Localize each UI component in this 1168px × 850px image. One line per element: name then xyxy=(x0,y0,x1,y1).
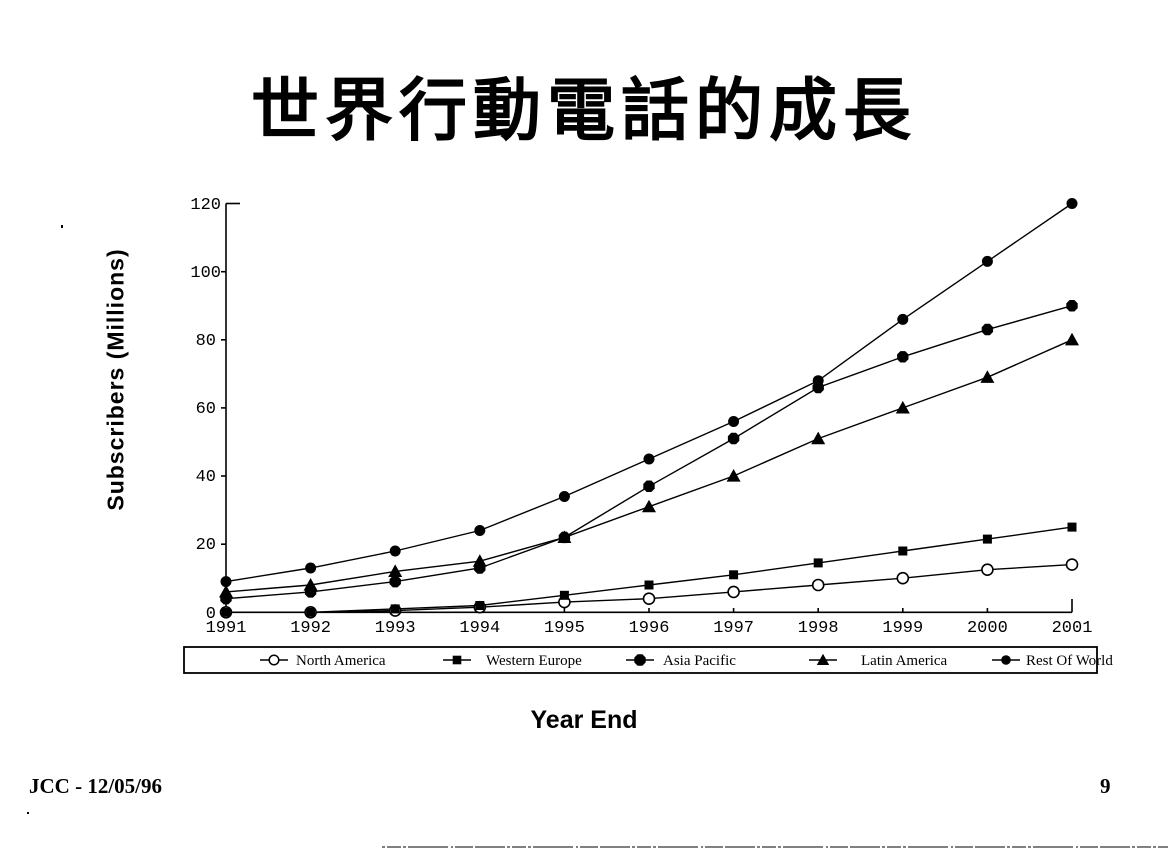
svg-text:1991: 1991 xyxy=(206,619,247,638)
svg-text:2000: 2000 xyxy=(967,619,1008,638)
svg-text:Rest Of World: Rest Of World xyxy=(1026,653,1113,669)
svg-text:1995: 1995 xyxy=(544,619,585,638)
svg-text:1998: 1998 xyxy=(798,619,839,638)
svg-text:100: 100 xyxy=(190,264,221,283)
svg-text:80: 80 xyxy=(196,332,216,351)
svg-text:Asia Pacific: Asia Pacific xyxy=(663,653,736,669)
svg-text:1999: 1999 xyxy=(882,619,923,638)
svg-text:40: 40 xyxy=(196,468,216,487)
svg-text:Latin America: Latin America xyxy=(861,653,948,669)
svg-text:60: 60 xyxy=(196,400,216,419)
svg-text:1997: 1997 xyxy=(713,619,754,638)
svg-text:1993: 1993 xyxy=(375,619,416,638)
svg-text:20: 20 xyxy=(196,536,216,555)
svg-text:North America: North America xyxy=(296,653,386,669)
svg-text:2001: 2001 xyxy=(1052,619,1093,638)
svg-text:Western Europe: Western Europe xyxy=(486,653,582,669)
svg-text:120: 120 xyxy=(190,196,221,215)
svg-text:1992: 1992 xyxy=(290,619,331,638)
svg-text:1994: 1994 xyxy=(459,619,500,638)
svg-text:1996: 1996 xyxy=(629,619,670,638)
